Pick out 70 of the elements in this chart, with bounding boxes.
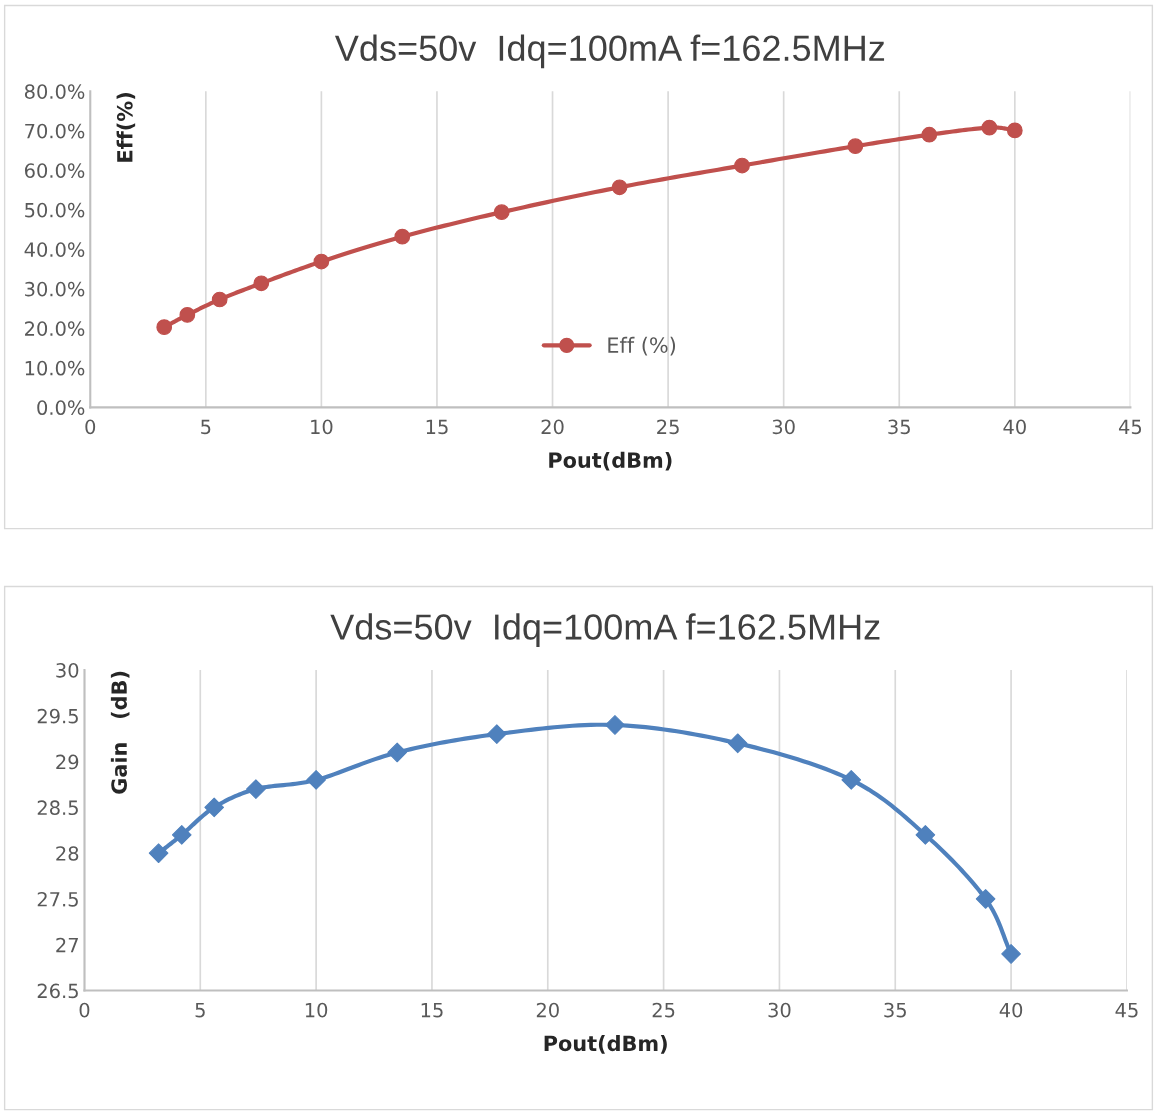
point [847, 138, 864, 155]
y-tick-label: 28.5 [37, 800, 78, 816]
y-tick-label: 27.5 [37, 891, 78, 907]
point [156, 319, 173, 336]
x-tick-label: 35 [888, 419, 910, 435]
y-tick-label: 0.0% [37, 400, 85, 416]
point [915, 825, 936, 845]
y-tick-label: 29.5 [37, 708, 78, 724]
y-tick-label: 27 [56, 937, 78, 953]
y-tick-label: 70.0% [25, 123, 85, 139]
x-tick-label: 40 [999, 1002, 1023, 1018]
y-tick-label: 30.0% [25, 281, 85, 297]
x-tick-label: 25 [652, 1002, 675, 1018]
point [1001, 944, 1021, 964]
point [841, 770, 862, 790]
legend-label: Eff (%) [608, 336, 676, 356]
x-tick-label: 25 [657, 419, 679, 435]
point [1006, 122, 1023, 139]
point [211, 291, 228, 308]
x-axis-title: Pout(dBm) [544, 1035, 667, 1054]
point [387, 742, 408, 763]
point [727, 733, 748, 754]
chart-title: Vds=50v Idq=100mA f=162.5MHz [334, 34, 885, 69]
x-tick-label: 15 [426, 419, 448, 435]
y-tick-label: 80.0% [24, 84, 85, 99]
point [148, 843, 169, 864]
x-tick-label: 30 [768, 1002, 791, 1018]
point [486, 724, 507, 744]
point [611, 179, 628, 196]
x-tick-label: 0 [79, 1002, 90, 1018]
point [179, 307, 196, 323]
x-tick-label: 20 [536, 1002, 559, 1018]
x-tick-label: 45 [1118, 419, 1142, 435]
y-tick-label: 20.0% [25, 321, 85, 336]
y-tick-label: 50.0% [25, 202, 85, 218]
x-tick-label: 45 [1115, 1002, 1138, 1018]
point [605, 715, 625, 735]
point [921, 126, 938, 143]
x-tick-label: 40 [1003, 419, 1026, 435]
x-tick-label: 5 [201, 419, 211, 435]
point [493, 204, 510, 221]
x-tick-label: 10 [311, 419, 333, 435]
y-tick-label: 60.0% [24, 163, 85, 178]
x-tick-label: 5 [195, 1002, 205, 1018]
point [981, 119, 998, 136]
chart-title: Vds=50v Idq=100mA f=162.5MHz [330, 613, 880, 647]
x-tick-label: 30 [772, 419, 795, 435]
point [313, 253, 330, 270]
x-tick-label: 10 [305, 1002, 328, 1018]
y-axis-title: Gain (dB) [110, 671, 130, 794]
y-tick-label: 29 [56, 754, 79, 770]
point [734, 157, 750, 174]
y-axis-title: Eff(%) [116, 93, 136, 162]
point [253, 275, 270, 292]
y-tick-label: 28 [56, 846, 79, 861]
point [306, 770, 326, 790]
x-axis-title: Pout(dBm) [549, 451, 672, 471]
y-tick-label: 40.0% [24, 242, 85, 257]
point [204, 797, 225, 818]
x-tick-label: 35 [884, 1002, 906, 1018]
y-tick-label: 26.5 [37, 983, 78, 999]
point [171, 825, 192, 845]
point [394, 228, 411, 245]
x-tick-label: 15 [421, 1002, 443, 1018]
y-tick-label: 10.0% [25, 360, 85, 376]
point [975, 889, 996, 909]
x-tick-label: 0 [85, 419, 96, 435]
x-tick-label: 20 [541, 419, 564, 435]
point [246, 779, 266, 799]
y-tick-label: 30 [56, 662, 79, 678]
